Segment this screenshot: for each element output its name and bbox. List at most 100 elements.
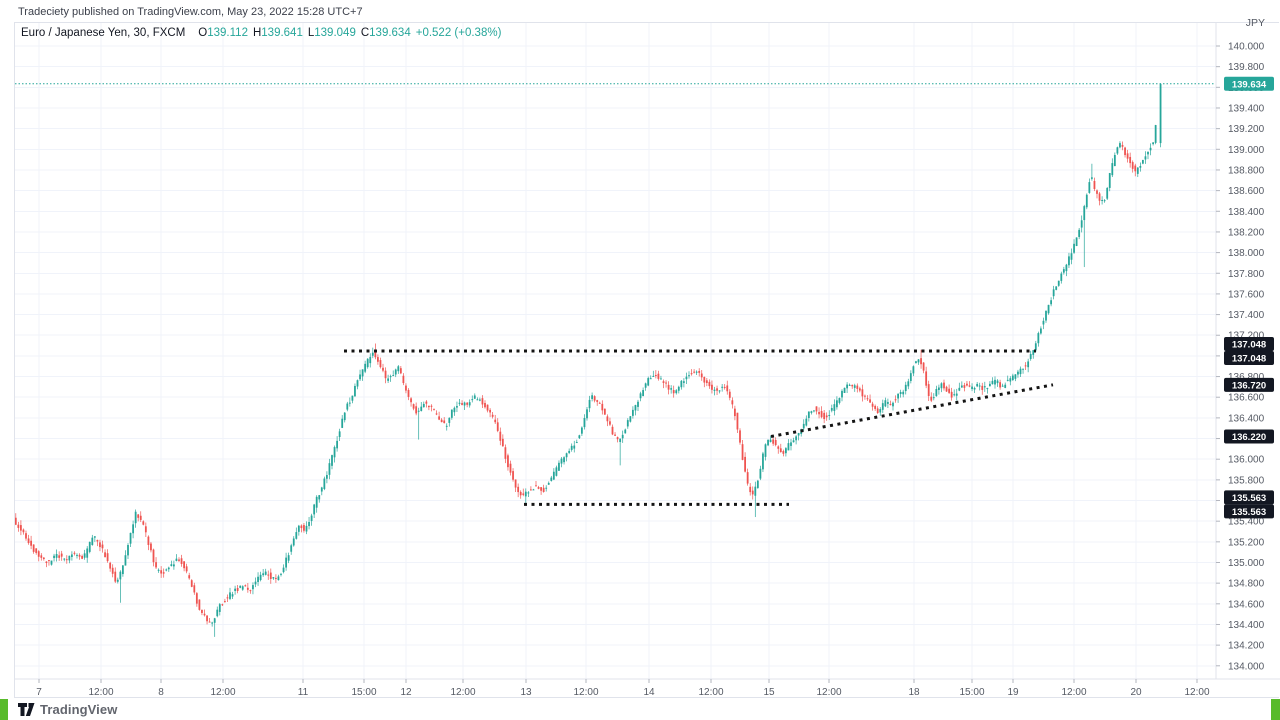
candle-body <box>435 413 438 415</box>
candle-body <box>272 577 275 579</box>
candle-body <box>843 387 846 393</box>
candle-body <box>333 447 336 458</box>
candle-body <box>632 409 634 416</box>
symbol-title[interactable]: Euro / Japanese Yen, 30, FXCM <box>21 27 186 39</box>
candle-body <box>983 386 986 388</box>
candle-body <box>512 471 514 480</box>
ascending-trendline-dotted-line[interactable] <box>770 383 1054 438</box>
price-axis-label: 139.000 <box>1228 145 1265 156</box>
candle-body <box>879 409 882 413</box>
attribution-text: Tradeciety published on TradingView.com,… <box>18 6 363 18</box>
candle-body <box>277 576 280 581</box>
candle-body <box>876 408 879 414</box>
candle-body <box>22 529 25 533</box>
candle-body <box>614 434 616 436</box>
candle-body <box>221 604 224 606</box>
candle-body <box>425 401 428 404</box>
tradingview-logo[interactable]: TradingView <box>18 702 117 717</box>
candle-body <box>904 384 907 392</box>
candle-body <box>1042 320 1045 325</box>
price-axis-label: 135.400 <box>1228 517 1265 528</box>
candle-body <box>486 404 489 411</box>
candle-body <box>50 560 53 565</box>
candle-body <box>739 430 741 443</box>
price-chart-canvas[interactable]: 140.000139.800139.600139.400139.200139.0… <box>15 23 1280 699</box>
candle-body <box>662 381 665 383</box>
candle-body <box>647 378 650 386</box>
candle-body <box>471 399 474 401</box>
candle-body <box>764 444 767 457</box>
candle-body <box>389 376 392 378</box>
candle-body <box>930 396 933 401</box>
candle-body <box>853 385 856 388</box>
price-axis-label: 136.400 <box>1228 413 1265 424</box>
candle-body <box>654 375 657 377</box>
candle-body <box>667 384 670 390</box>
candle-body <box>705 380 708 383</box>
candle-body <box>42 557 45 560</box>
price-axis-label: 136.800 <box>1228 372 1265 383</box>
level-price-badge <box>1224 336 1274 351</box>
candle-body <box>264 571 267 575</box>
candle-body <box>716 388 718 391</box>
candle-body <box>198 599 201 610</box>
candle-body <box>642 390 644 396</box>
candle-body <box>762 453 764 470</box>
candle-body <box>180 558 183 565</box>
candle-body <box>114 571 117 582</box>
candle-body <box>173 564 175 567</box>
candle-body <box>759 468 762 479</box>
candle-body <box>741 444 744 460</box>
candle-body <box>1134 165 1137 172</box>
candle-body <box>1050 300 1052 305</box>
candle-body <box>280 573 282 575</box>
candle-body <box>547 482 550 485</box>
price-axis-label: 134.600 <box>1228 599 1265 610</box>
candle-body <box>583 417 586 428</box>
price-axis-label: 135.800 <box>1228 475 1265 486</box>
candle-body <box>310 515 313 522</box>
candle-body <box>300 525 303 529</box>
candle-body <box>507 455 509 468</box>
candle-body <box>1014 374 1017 379</box>
candle-body <box>1152 142 1154 145</box>
candle-body <box>920 358 922 365</box>
candle-body <box>267 574 270 576</box>
candle-body <box>1032 350 1035 355</box>
candle-body <box>106 553 109 562</box>
candle-body <box>430 405 433 407</box>
candle-body <box>1060 273 1063 281</box>
candle-body <box>978 385 981 387</box>
grid-lines <box>15 23 1216 679</box>
time-axis-label: 18 <box>908 687 920 698</box>
candle-body <box>201 609 203 613</box>
candle-body <box>1154 125 1157 143</box>
candle-body <box>326 475 328 479</box>
candle-body <box>797 433 800 436</box>
candle-body <box>287 555 290 561</box>
candle-body <box>1083 206 1086 221</box>
candle-body <box>1144 156 1147 160</box>
candle-body <box>73 552 76 554</box>
candle-body <box>190 580 193 587</box>
price-axis-label: 138.200 <box>1228 227 1265 238</box>
candle-body <box>1057 280 1060 286</box>
candle-body <box>938 387 940 391</box>
price-axis-label: 134.200 <box>1228 641 1265 652</box>
candle-body <box>374 350 377 358</box>
candle-body <box>382 367 384 371</box>
candle-body <box>736 412 739 430</box>
candle-body <box>909 373 912 381</box>
candle-body <box>1106 188 1109 199</box>
time-axis-pane[interactable]: 7 12:00 8 12:00 11 15:00 12 12:00 13 12:00 14 12:00… <box>36 679 1210 698</box>
candle-body <box>950 391 953 398</box>
candle-body <box>637 401 639 407</box>
candle-body <box>522 493 525 495</box>
candle-body <box>509 463 512 473</box>
candle-body <box>537 487 540 489</box>
price-badge-text: 135.563 <box>1232 493 1266 504</box>
candle-body <box>813 410 815 412</box>
candle-body <box>366 358 369 368</box>
candle-body <box>1139 166 1142 168</box>
candle-body <box>639 393 642 399</box>
